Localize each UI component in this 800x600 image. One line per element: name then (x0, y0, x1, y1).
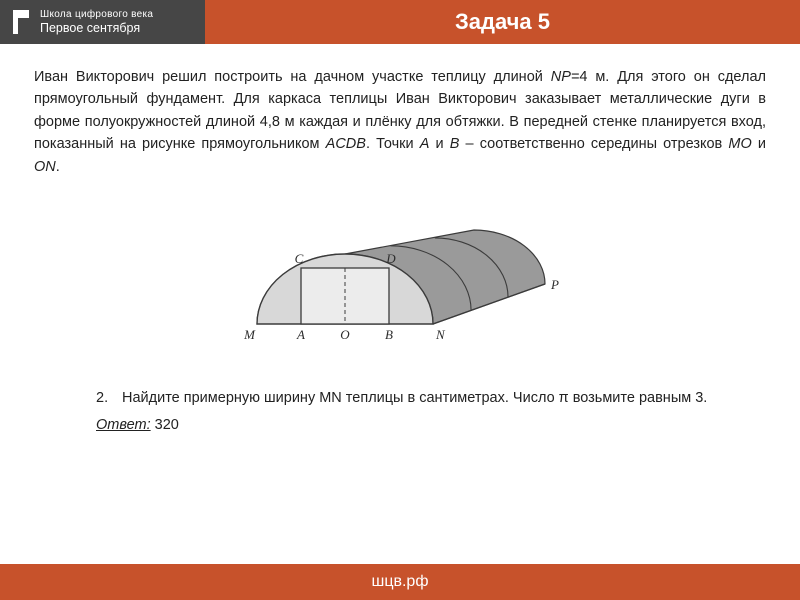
brand-logo-icon (8, 7, 34, 37)
svg-text:P: P (550, 277, 559, 292)
greenhouse-figure: M A O B N C D P (34, 196, 766, 351)
svg-text:N: N (435, 327, 446, 342)
header: Школа цифрового века Первое сентября Зад… (0, 0, 800, 44)
page-title: Задача 5 (205, 0, 800, 44)
question-number: 2. (96, 387, 122, 409)
brand-top: Школа цифрового века (40, 9, 153, 21)
footer: шцв.рф (0, 564, 800, 600)
svg-text:M: M (243, 327, 256, 342)
brand-bottom: Первое сентября (40, 21, 153, 35)
content: Иван Викторович решил построить на дачно… (0, 44, 800, 564)
answer-value: 320 (155, 417, 179, 433)
question-text: Найдите примерную ширину MN теплицы в са… (122, 387, 707, 409)
problem-text: Иван Викторович решил построить на дачно… (34, 66, 766, 178)
question-block: 2. Найдите примерную ширину MN теплицы в… (96, 387, 766, 436)
answer-label: Ответ: (96, 417, 151, 433)
answer-line: Ответ: 320 (96, 414, 766, 436)
svg-text:A: A (296, 327, 305, 342)
brand-block: Школа цифрового века Первое сентября (0, 0, 205, 44)
svg-text:O: O (340, 327, 350, 342)
svg-text:C: C (295, 251, 304, 266)
brand-text: Школа цифрового века Первое сентября (40, 9, 153, 35)
question-line: 2. Найдите примерную ширину MN теплицы в… (96, 387, 766, 409)
svg-text:B: B (385, 327, 393, 342)
svg-text:D: D (385, 251, 396, 266)
